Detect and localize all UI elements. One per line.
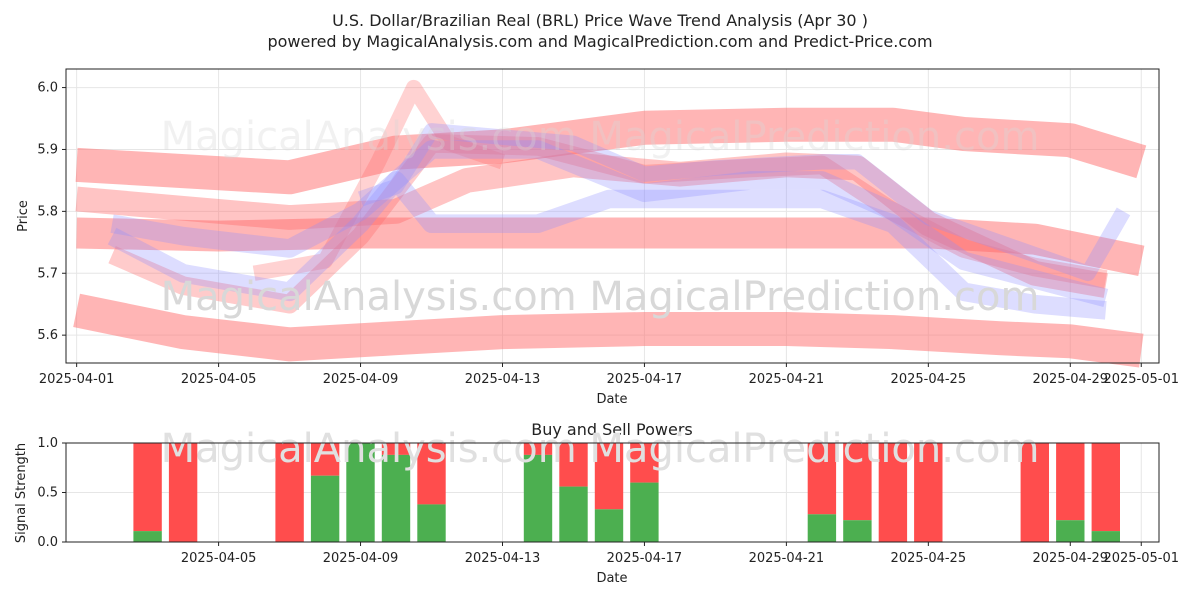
sell-power-bar [630,443,659,483]
price-x-tick-label: 2025-04-29 [1033,372,1109,387]
buy-sell-x-tick-label: 2025-04-17 [607,551,683,566]
wave-band-red-wave-2 [108,134,1108,314]
price-x-tick-label: 2025-04-13 [465,372,541,387]
sell-power-bar [807,443,837,515]
buy-sell-y-tick-label: 0.5 [37,486,58,501]
sell-power-bar [1091,443,1120,532]
wave-band-red-wave-1 [75,152,1108,298]
wave-band-blue-wave-3 [357,123,1131,282]
sell-power-bar [381,443,411,455]
wave-band-red-band-top [75,107,1147,195]
buy-sell-x-tick-label: 2025-05-01 [1103,551,1179,566]
buy-power-bar [807,514,837,542]
buy-sell-bars [133,443,1120,542]
price-x-tick-label: 2025-04-05 [181,372,257,387]
price-x-tick-label: 2025-04-25 [891,372,967,387]
buy-power-bar [1056,520,1085,542]
sell-power-bar [914,443,943,542]
sell-power-bar [417,443,446,505]
buy-power-bar [1091,531,1120,542]
buy-power-bar [630,482,659,542]
sell-power-bar [168,443,198,542]
sell-power-bar [559,443,588,487]
buy-sell-x-ticks: 2025-04-05 2025-04-09 2025-04-13 2025-04-17… [181,542,1179,566]
sell-power-bar [133,443,162,532]
watermark-bottom: MagicalAnalysis.com MagicalPrediction.co… [161,274,1040,320]
buy-sell-x-tick-label: 2025-04-21 [749,551,825,566]
price-x-tick-label: 2025-04-09 [323,372,399,387]
watermark-top: MagicalAnalysis.com MagicalPrediction.co… [161,114,1040,160]
buy-power-bar [133,531,162,542]
buy-sell-x-tick-label: 2025-04-05 [181,551,257,566]
wave-band-blue-wave-2 [107,171,1107,320]
sell-power-bar [594,443,624,510]
wave-band-blue-wave-1 [110,140,1109,307]
chart-title: U.S. Dollar/Brazilian Real (BRL) Price W… [332,11,868,30]
price-y-tick-label: 5.6 [37,328,58,343]
buy-power-bar [310,475,340,542]
sell-power-bar [310,443,340,476]
price-x-tick-label: 2025-05-01 [1103,372,1179,387]
buy-sell-x-tick-label: 2025-04-09 [323,551,399,566]
buy-power-bar [346,443,375,542]
watermark-sub: MagicalAnalysis.com MagicalPrediction.co… [161,426,1040,472]
wave-band-red-band-mid [76,217,1145,277]
wave-band-red-spike [252,79,506,281]
buy-sell-x-axis-label: Date [596,571,627,586]
buy-power-bar [843,520,872,542]
wave-band-red-band-low [73,293,1144,368]
buy-power-bar [559,486,588,542]
price-y-axis-label: Price [16,200,31,232]
sell-power-bar [843,443,872,521]
sell-power-bar [275,443,304,542]
price-plot-frame [65,68,1160,364]
price-y-ticks: 5.6 5.7 5.8 5.9 6.0 [37,81,66,343]
sell-power-bar [878,443,908,542]
price-wave-bands [73,79,1147,368]
buy-sell-x-tick-label: 2025-04-29 [1033,551,1109,566]
buy-sell-x-tick-label: 2025-04-13 [465,551,541,566]
buy-power-bar [594,509,624,542]
chart-subtitle: powered by MagicalAnalysis.com and Magic… [267,32,932,51]
buy-power-bar [417,504,446,542]
buy-power-bar [523,454,553,542]
buy-sell-y-axis-label: Signal Strength [14,443,29,543]
price-x-ticks: 2025-04-01 2025-04-05 2025-04-09 2025-04-13… [39,363,1179,387]
sell-power-bar [523,443,553,455]
price-x-tick-label: 2025-04-01 [39,372,115,387]
buy-sell-title: Buy and Sell Powers [531,420,693,439]
sell-power-bar [1020,443,1049,542]
price-x-tick-label: 2025-04-21 [749,372,825,387]
price-y-tick-label: 5.8 [37,204,58,219]
buy-power-bar [381,454,411,542]
buy-sell-chart: Buy and Sell Powers MagicalAnalysis.com … [14,420,1179,586]
buy-sell-y-tick-label: 0.0 [37,535,58,550]
price-y-tick-label: 5.9 [37,142,58,157]
price-chart: MagicalAnalysis.com MagicalPrediction.co… [16,68,1179,407]
buy-sell-y-ticks: 0.0 0.5 1.0 [37,436,66,550]
price-y-tick-label: 6.0 [37,81,58,96]
sell-power-bar [1056,443,1085,521]
buy-sell-x-tick-label: 2025-04-25 [891,551,967,566]
price-x-axis-label: Date [596,392,627,407]
price-x-tick-label: 2025-04-17 [607,372,683,387]
price-y-tick-label: 5.7 [37,266,58,281]
buy-sell-y-tick-label: 1.0 [37,436,58,451]
